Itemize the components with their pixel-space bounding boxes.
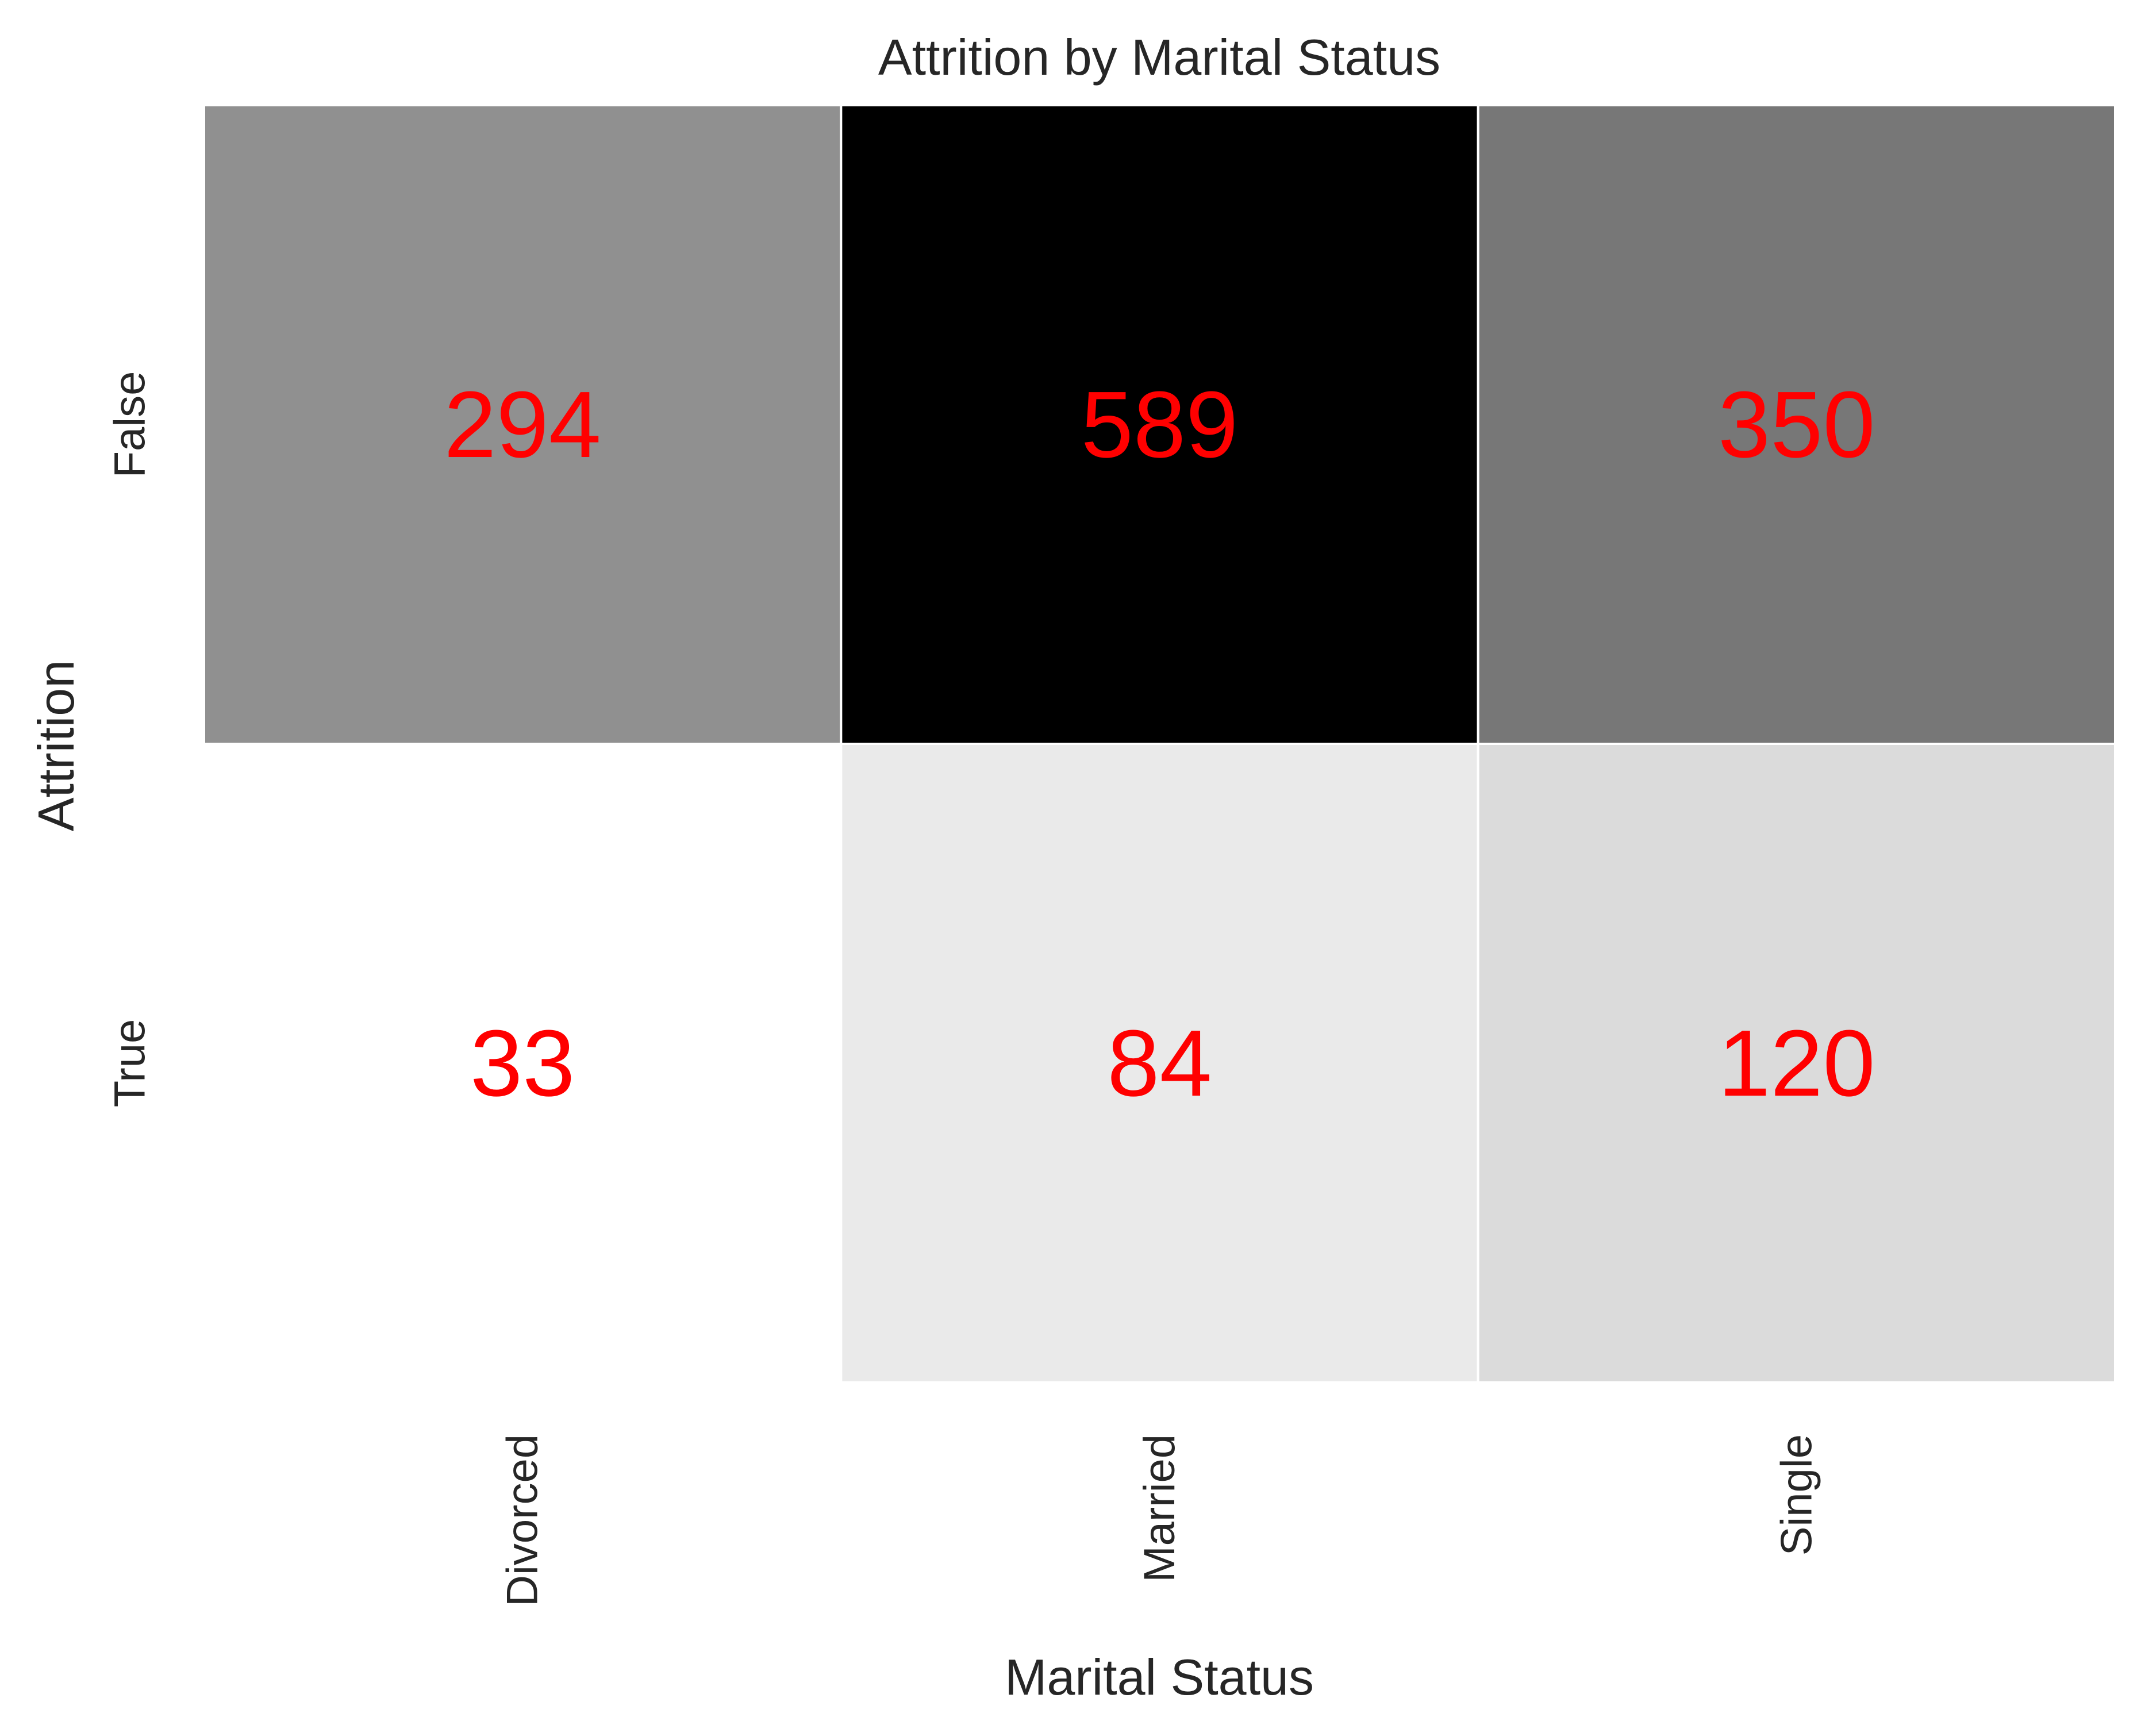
cell-value-label: 294 (444, 372, 601, 477)
y-tick-label: False (106, 371, 155, 478)
x-tick-label: Single (1772, 1434, 1821, 1556)
heatmap-cells (203, 104, 2117, 1384)
cell-value-label: 33 (470, 1011, 575, 1116)
x-axis-ticks: Divorced Married Single (498, 1434, 1821, 1607)
heatmap-cell-labels: 294 589 350 33 84 120 (444, 372, 1875, 1116)
heatmap-cell-false-married (840, 104, 1479, 745)
y-axis-label: Attrition (28, 660, 84, 831)
cell-value-label: 350 (1718, 372, 1875, 477)
heatmap-cell-false-divorced (203, 104, 843, 745)
y-axis-ticks: False True (106, 371, 155, 1108)
heatmap-cell-true-divorced (203, 743, 843, 1384)
heatmap-cell-true-married (840, 743, 1479, 1384)
x-tick-label: Divorced (498, 1434, 547, 1607)
x-axis-label: Marital Status (1005, 1649, 1314, 1706)
cell-value-label: 589 (1081, 372, 1239, 477)
chart-title: Attrition by Marital Status (878, 29, 1440, 86)
y-tick-label: True (106, 1019, 155, 1107)
cell-value-label: 120 (1718, 1011, 1875, 1116)
heatmap-cell-true-single (1477, 743, 2117, 1384)
heatmap-cell-false-single (1477, 104, 2117, 745)
cell-value-label: 84 (1107, 1011, 1212, 1116)
x-tick-label: Married (1135, 1434, 1184, 1583)
